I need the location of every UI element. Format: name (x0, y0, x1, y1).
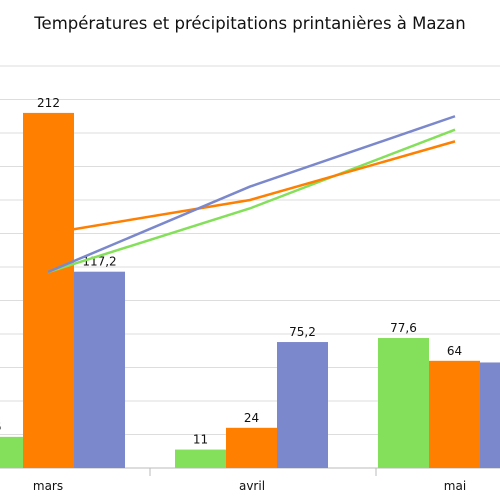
bar (378, 338, 429, 468)
data-label: 24 (244, 411, 259, 425)
x-tick-label: avril (239, 479, 265, 493)
data-label: 6 (0, 420, 1, 434)
data-label: 212 (37, 96, 60, 110)
bar (175, 449, 226, 468)
x-tick-label: mai (444, 479, 466, 493)
bar (23, 112, 74, 469)
data-label: 77,6 (390, 321, 417, 335)
bar (226, 427, 277, 468)
data-label: 11 (193, 433, 208, 447)
bar (480, 362, 500, 468)
bar (0, 436, 23, 468)
series-line (47, 140, 456, 235)
bar (277, 342, 328, 468)
data-label: 75,2 (289, 325, 316, 339)
bar (74, 271, 125, 468)
x-tick-label: mars (33, 479, 63, 493)
chart-title: Températures et précipitations printaniè… (34, 14, 466, 33)
data-label: 64 (447, 344, 462, 358)
bar (429, 360, 480, 468)
series-line (47, 128, 456, 274)
series-line (47, 115, 456, 274)
